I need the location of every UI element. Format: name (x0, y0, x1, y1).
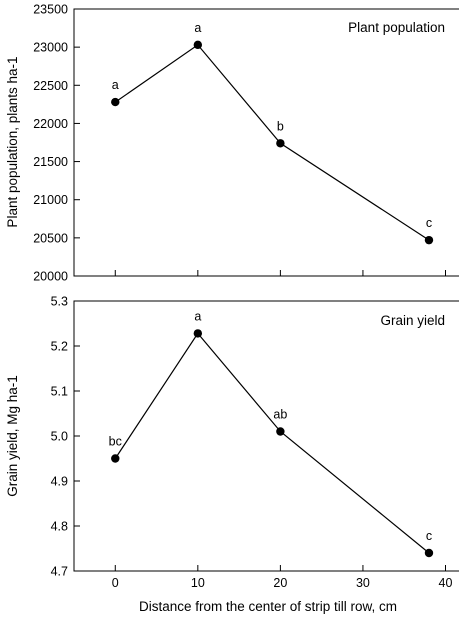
panel-title: Grain yield (380, 313, 445, 328)
y-tick-label: 21000 (33, 193, 68, 207)
significance-label: ab (273, 408, 287, 422)
y-tick-label: 23000 (33, 41, 68, 55)
y-tick-label: 5.3 (51, 295, 68, 309)
series-marks: bc a ab c (109, 309, 434, 558)
significance-label: a (194, 309, 201, 323)
plot-frame (73, 8, 459, 277)
y-tick-label: 20500 (33, 231, 68, 245)
y-tick-label: 4.7 (51, 565, 68, 579)
panel-title: Plant population (348, 20, 445, 35)
y-tick-label: 5.1 (51, 385, 68, 399)
significance-label: a (194, 21, 201, 35)
y-tick-label: 20000 (33, 270, 68, 284)
plant-population-panel: Plant population Plant population, plant… (5, 3, 459, 284)
data-point (276, 427, 285, 436)
y-tick-label: 5.2 (51, 340, 68, 354)
x-ticks (114, 270, 446, 276)
significance-label: a (112, 78, 119, 92)
data-point (111, 454, 120, 463)
series-marks: a a b c (111, 21, 434, 245)
series-line (114, 332, 430, 554)
significance-label: bc (109, 435, 122, 449)
data-point (111, 97, 120, 107)
x-tick-label: 20 (273, 576, 287, 590)
y-tick-label: 4.9 (51, 475, 68, 489)
significance-label: c (426, 216, 432, 230)
y-tick-label: 21500 (33, 155, 68, 169)
y-tick-label: 5.0 (51, 430, 68, 444)
y-tick-label: 23500 (33, 3, 68, 17)
y-ticks: 4.7 4.8 4.9 5.0 5.1 5.2 5.3 (51, 295, 80, 579)
data-point (424, 548, 434, 558)
y-tick-label: 22500 (33, 79, 68, 93)
x-tick-label: 30 (356, 576, 370, 590)
x-tick-label: 40 (439, 576, 453, 590)
y-ticks: 20000 20500 21000 21500 22000 22500 23000 23500 (33, 3, 80, 284)
data-point (424, 235, 434, 245)
significance-label: c (426, 529, 432, 543)
x-tick-label: 10 (191, 576, 205, 590)
x-tick-label: 0 (112, 576, 119, 590)
data-point (193, 329, 203, 338)
grain-yield-panel: Grain yield Grain yield, Mg ha-1 4.74.84… (5, 295, 459, 614)
data-point (276, 139, 285, 148)
y-axis-label: Plant population, plants ha-1 (5, 56, 20, 227)
y-tick-label: 4.8 (51, 520, 68, 534)
y-tick-label: 22000 (33, 117, 68, 131)
x-axis-label: Distance from the center of strip till r… (139, 599, 397, 614)
x-ticks: 0 10 20 30 40 (112, 565, 453, 590)
significance-label: b (277, 119, 284, 133)
y-axis-label: Grain yield, Mg ha-1 (5, 375, 20, 497)
data-point (193, 40, 203, 50)
series-line (114, 44, 430, 241)
